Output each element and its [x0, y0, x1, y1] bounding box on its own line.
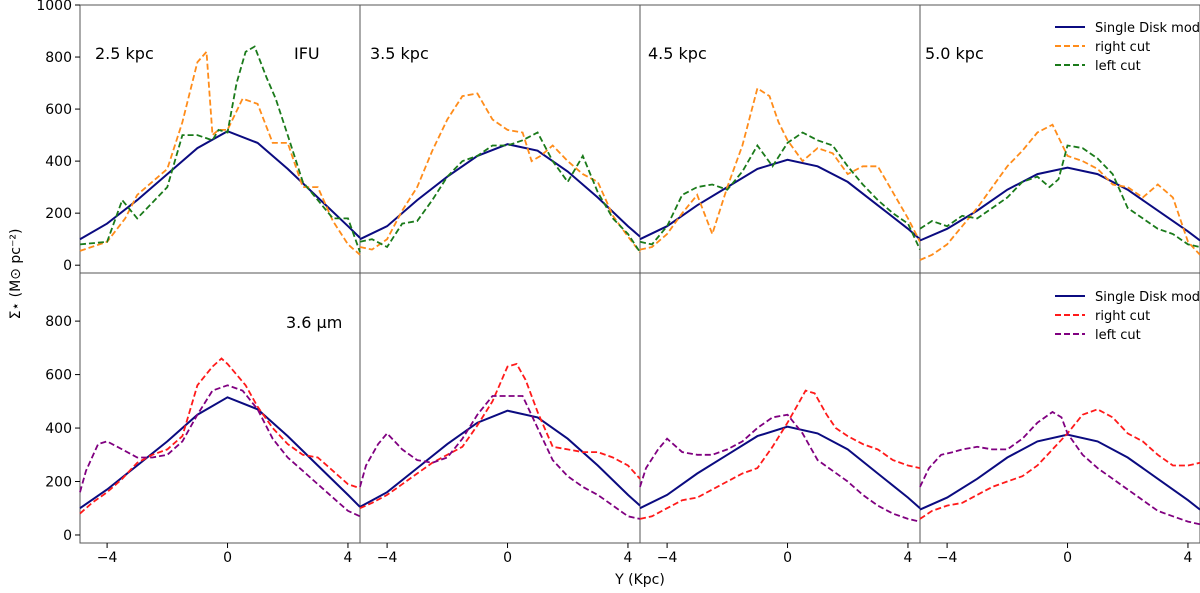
y-tick-label-top: 200 — [45, 206, 72, 222]
x-tick-label: 4 — [903, 550, 912, 566]
bottom-panel-3-right-cut-line — [639, 389, 921, 520]
x-tick-label: 0 — [223, 550, 232, 566]
top-panel-4-left-cut-line — [919, 144, 1200, 248]
x-tick-label: −4 — [97, 550, 118, 566]
bottom-panel-3-single-disk-model-line — [639, 425, 921, 510]
y-tick-label-bottom: 400 — [45, 421, 72, 437]
bottom-panel-2-single-disk-model-line — [359, 409, 641, 508]
bottom-panel-2-right-cut-line — [359, 362, 641, 510]
x-tick-label: 4 — [623, 550, 632, 566]
legend-bottom-left-label: left cut — [1095, 328, 1141, 343]
top-panel-3-left-cut-line — [639, 131, 921, 250]
bottom-panel-4-single-disk-model-line — [919, 433, 1200, 511]
data-curves — [79, 45, 1200, 526]
axis-ticks: −4 0 4 −4 0 4 −4 0 4 −4 0 4 0 200 400 600 800 1000 0 200 400… — [36, 0, 1192, 566]
top-panel-3-right-cut-line — [639, 86, 921, 251]
top-panel-4-right-cut-line — [919, 123, 1200, 261]
y-tick-label-top: 1000 — [36, 0, 72, 14]
legend-bottom-model-label: Single Disk model — [1095, 290, 1200, 305]
legend-bottom: Single Disk model right cut left cut — [1055, 290, 1200, 343]
top-panel-1-left-cut-line — [79, 45, 361, 253]
bottom-panel-1-left-cut-line — [79, 384, 361, 518]
bottom-panel-2-left-cut-line — [359, 395, 641, 520]
y-axis-title: Σ⋆ (M⊙ pc⁻²) — [8, 229, 24, 320]
radius-label-2: 3.5 kpc — [370, 44, 429, 63]
radius-label-1: 2.5 kpc — [95, 44, 154, 63]
bottom-panel-3-left-cut-line — [639, 413, 921, 523]
irac-tag: 3.6 μm — [286, 313, 342, 332]
y-tick-label-top: 800 — [45, 50, 72, 66]
legend-top-left-label: left cut — [1095, 59, 1141, 74]
top-panel-1-single-disk-model-line — [79, 130, 361, 241]
x-tick-label: 4 — [1183, 550, 1192, 566]
x-tick-label: −4 — [937, 550, 958, 566]
top-panel-3-single-disk-model-line — [639, 158, 921, 241]
bottom-panel-4-right-cut-line — [919, 408, 1200, 520]
x-tick-label: −4 — [377, 550, 398, 566]
bottom-panel-1-right-cut-line — [79, 357, 361, 515]
top-panel-1-right-cut-line — [79, 49, 361, 256]
x-tick-label: −4 — [657, 550, 678, 566]
bottom-panel-4-left-cut-line — [919, 410, 1200, 526]
top-panel-2-right-cut-line — [359, 92, 641, 253]
top-panel-2-single-disk-model-line — [359, 143, 641, 241]
y-tick-label-top: 0 — [63, 258, 72, 274]
x-tick-label: 4 — [343, 550, 352, 566]
y-tick-label-bottom: 0 — [63, 528, 72, 544]
radius-label-3: 4.5 kpc — [648, 44, 707, 63]
ifu-tag: IFU — [294, 44, 320, 63]
y-tick-label-bottom: 200 — [45, 475, 72, 491]
panel-frames — [79, 4, 1200, 544]
top-panel-2-left-cut-line — [359, 131, 641, 253]
y-tick-label-bottom: 800 — [45, 314, 72, 330]
y-tick-label-top: 600 — [45, 102, 72, 118]
radius-label-4: 5.0 kpc — [925, 44, 984, 63]
top-panel-4-single-disk-model-line — [919, 166, 1200, 242]
x-tick-label: 0 — [1063, 550, 1072, 566]
x-tick-label: 0 — [783, 550, 792, 566]
x-axis-title: Y (Kpc) — [614, 572, 665, 588]
legend-bottom-right-label: right cut — [1095, 309, 1150, 324]
x-tick-label: 0 — [503, 550, 512, 566]
y-tick-label-top: 400 — [45, 154, 72, 170]
legend-top-model-label: Single Disk model — [1095, 21, 1200, 36]
legend-top: Single Disk model right cut left cut — [1055, 21, 1200, 74]
bottom-panel-1-single-disk-model-line — [79, 396, 361, 510]
y-tick-label-bottom: 600 — [45, 368, 72, 384]
legend-top-right-label: right cut — [1095, 40, 1150, 55]
